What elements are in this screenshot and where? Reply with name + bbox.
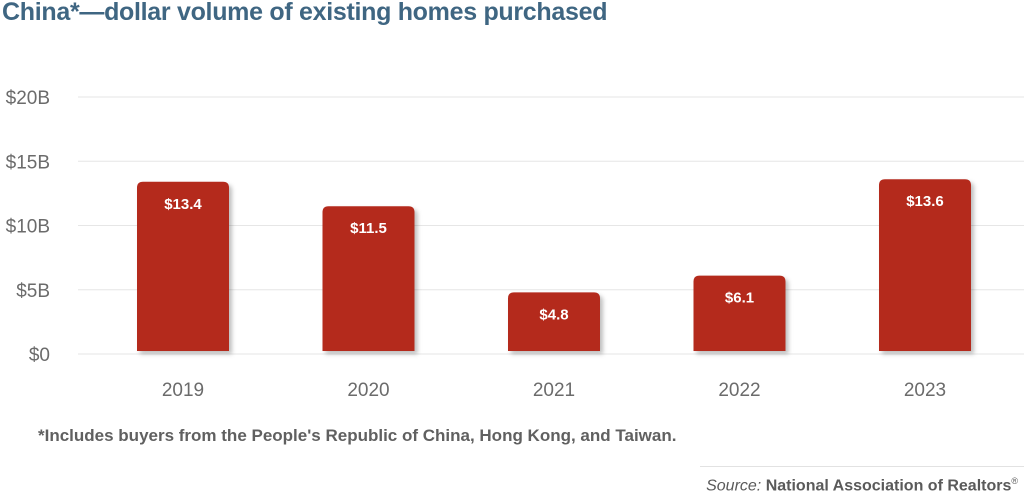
source-divider [700,466,1024,467]
source-label: Source: [706,477,762,495]
y-tick-label: $10B [6,217,50,238]
y-tick-label: $20B [6,88,50,109]
x-tick-label: 2020 [347,380,389,401]
bar-value-label: $6.1 [725,290,754,307]
bars: $13.4 $11.5 $4.8 $6.1 $13.6 [137,179,971,351]
y-axis: $0 $5B $10B $15B $20B [6,88,50,366]
x-axis: 2019 2020 2021 2022 2023 [162,380,946,401]
x-tick-label: 2023 [904,380,946,401]
y-tick-label: $5B [16,281,50,302]
source-credit: Source: National Association of Realtors… [706,476,1018,495]
y-tick-label: $15B [6,152,50,173]
y-tick-label: $0 [29,345,50,366]
bar-2022 [693,275,786,351]
bar-2020 [322,206,415,351]
chart-title: China*—dollar volume of existing homes p… [2,0,608,26]
x-tick-label: 2019 [162,380,204,401]
x-tick-label: 2021 [533,380,575,401]
bar-value-label: $13.4 [164,196,202,213]
source-name: National Association of Realtors [765,477,1012,495]
gridlines [78,96,1024,355]
bar-value-label: $13.6 [906,193,944,210]
x-tick-label: 2022 [718,380,760,401]
registered-mark: ® [1011,476,1018,486]
bar-2023 [879,179,971,351]
bar-value-label: $4.8 [539,306,568,323]
footnote: *Includes buyers from the People's Repub… [38,426,677,445]
bar-2021 [508,292,600,351]
bar-value-label: $11.5 [350,220,387,237]
bar-2019 [137,181,229,351]
bar-chart: $0$5B$10B$15B$20B $13.4$11.5$4.8$6.1$13.… [6,88,1024,401]
